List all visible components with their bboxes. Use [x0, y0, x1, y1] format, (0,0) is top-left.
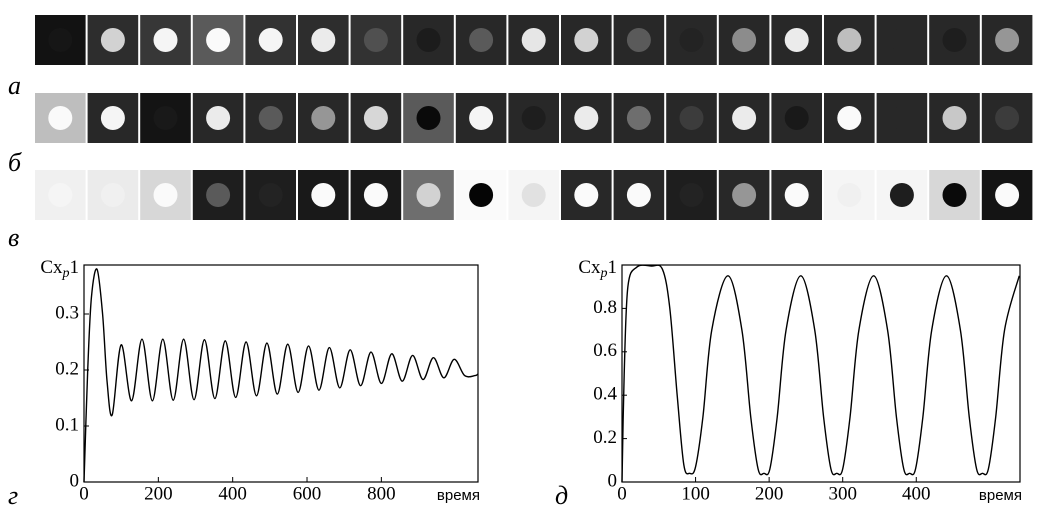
tile-disc	[469, 106, 494, 130]
y-axis-label-part: 1	[70, 257, 80, 278]
tile-disc	[48, 28, 73, 52]
tile-disc	[837, 28, 862, 52]
tile-disc	[469, 28, 494, 52]
panel-label: а	[8, 71, 21, 100]
y-tick-label: 0.1	[55, 414, 79, 435]
tile-disc	[363, 28, 388, 52]
tile-disc	[837, 183, 862, 207]
tile-disc	[889, 28, 914, 52]
tile-disc	[942, 183, 967, 207]
tile-disc	[48, 106, 73, 130]
tile-disc	[258, 28, 283, 52]
tile-disc	[100, 106, 125, 130]
tile-disc	[258, 106, 283, 130]
tile-disc	[626, 106, 651, 130]
tile-disc	[363, 183, 388, 207]
x-tick-label: 100	[681, 483, 710, 504]
tile-disc	[258, 183, 283, 207]
x-tick-label: 200	[144, 483, 173, 504]
tile-disc	[100, 28, 125, 52]
tile-disc	[311, 183, 336, 207]
tile-disc	[574, 183, 599, 207]
panel-label: в	[8, 223, 19, 252]
tile-disc	[679, 183, 704, 207]
tile-disc	[153, 183, 178, 207]
x-tick-label: 0	[79, 483, 89, 504]
image-strips	[35, 15, 1033, 220]
y-axis-label: Cxp1	[40, 257, 79, 281]
tile-disc	[626, 183, 651, 207]
tile-disc	[995, 106, 1020, 130]
tile-disc	[206, 28, 231, 52]
tile-disc	[626, 28, 651, 52]
line-series	[83, 268, 479, 483]
tile-disc	[574, 28, 599, 52]
plot-frame	[83, 264, 479, 483]
y-axis-label-part: Cx	[578, 257, 601, 278]
x-tick-label: 800	[367, 483, 396, 504]
tile-disc	[889, 106, 914, 130]
tile-disc	[206, 183, 231, 207]
tile-disc	[521, 28, 546, 52]
y-axis-label-part: p	[62, 266, 70, 281]
line-series	[621, 264, 1020, 483]
tile-disc	[732, 28, 757, 52]
x-tick-label: 300	[828, 483, 857, 504]
plot-frame	[621, 264, 1021, 483]
tile-disc	[784, 28, 809, 52]
y-tick-label: 0.6	[593, 340, 617, 361]
tile-disc	[574, 106, 599, 130]
y-tick-label: 0	[70, 470, 80, 491]
tile-disc	[363, 106, 388, 130]
y-tick-label: 0.2	[55, 358, 79, 379]
x-axis-label: время	[437, 487, 480, 504]
panel-label: д	[555, 481, 568, 507]
x-tick-label: 400	[902, 483, 931, 504]
tile-disc	[153, 28, 178, 52]
y-axis-label-part: Cx	[40, 257, 63, 278]
y-axis-label-part: p	[600, 266, 608, 281]
y-tick-label: 0.4	[593, 384, 617, 405]
tile-disc	[521, 183, 546, 207]
tile-disc	[784, 183, 809, 207]
x-axis-label: время	[979, 487, 1022, 504]
tile-disc	[153, 106, 178, 130]
x-tick-label: 0	[617, 483, 627, 504]
tile-disc	[679, 28, 704, 52]
tile-disc	[942, 28, 967, 52]
tile-disc	[837, 106, 862, 130]
tile-disc	[679, 106, 704, 130]
tile-disc	[521, 106, 546, 130]
tile-disc	[889, 183, 914, 207]
tile-disc	[995, 28, 1020, 52]
tile-disc	[100, 183, 125, 207]
tile-disc	[311, 28, 336, 52]
tile-disc	[942, 106, 967, 130]
tile-disc	[784, 106, 809, 130]
tile-disc	[206, 106, 231, 130]
x-tick-label: 400	[218, 483, 247, 504]
tile-disc	[311, 106, 336, 130]
y-tick-label: 0.2	[593, 427, 617, 448]
panel-label: г	[8, 481, 18, 507]
y-tick-label: 0.3	[55, 302, 79, 323]
tile-disc	[416, 106, 441, 130]
x-tick-label: 600	[293, 483, 322, 504]
y-tick-label: 0	[608, 470, 618, 491]
tile-disc	[469, 183, 494, 207]
y-axis-label-part: 1	[608, 257, 618, 278]
tile-disc	[995, 183, 1020, 207]
y-axis-label: Cxp1	[578, 257, 617, 281]
panel-label: б	[8, 148, 22, 177]
y-tick-label: 0.8	[593, 297, 617, 318]
tile-disc	[732, 106, 757, 130]
x-tick-label: 200	[755, 483, 784, 504]
tile-disc	[416, 28, 441, 52]
tile-disc	[48, 183, 73, 207]
tile-disc	[732, 183, 757, 207]
tile-disc	[416, 183, 441, 207]
